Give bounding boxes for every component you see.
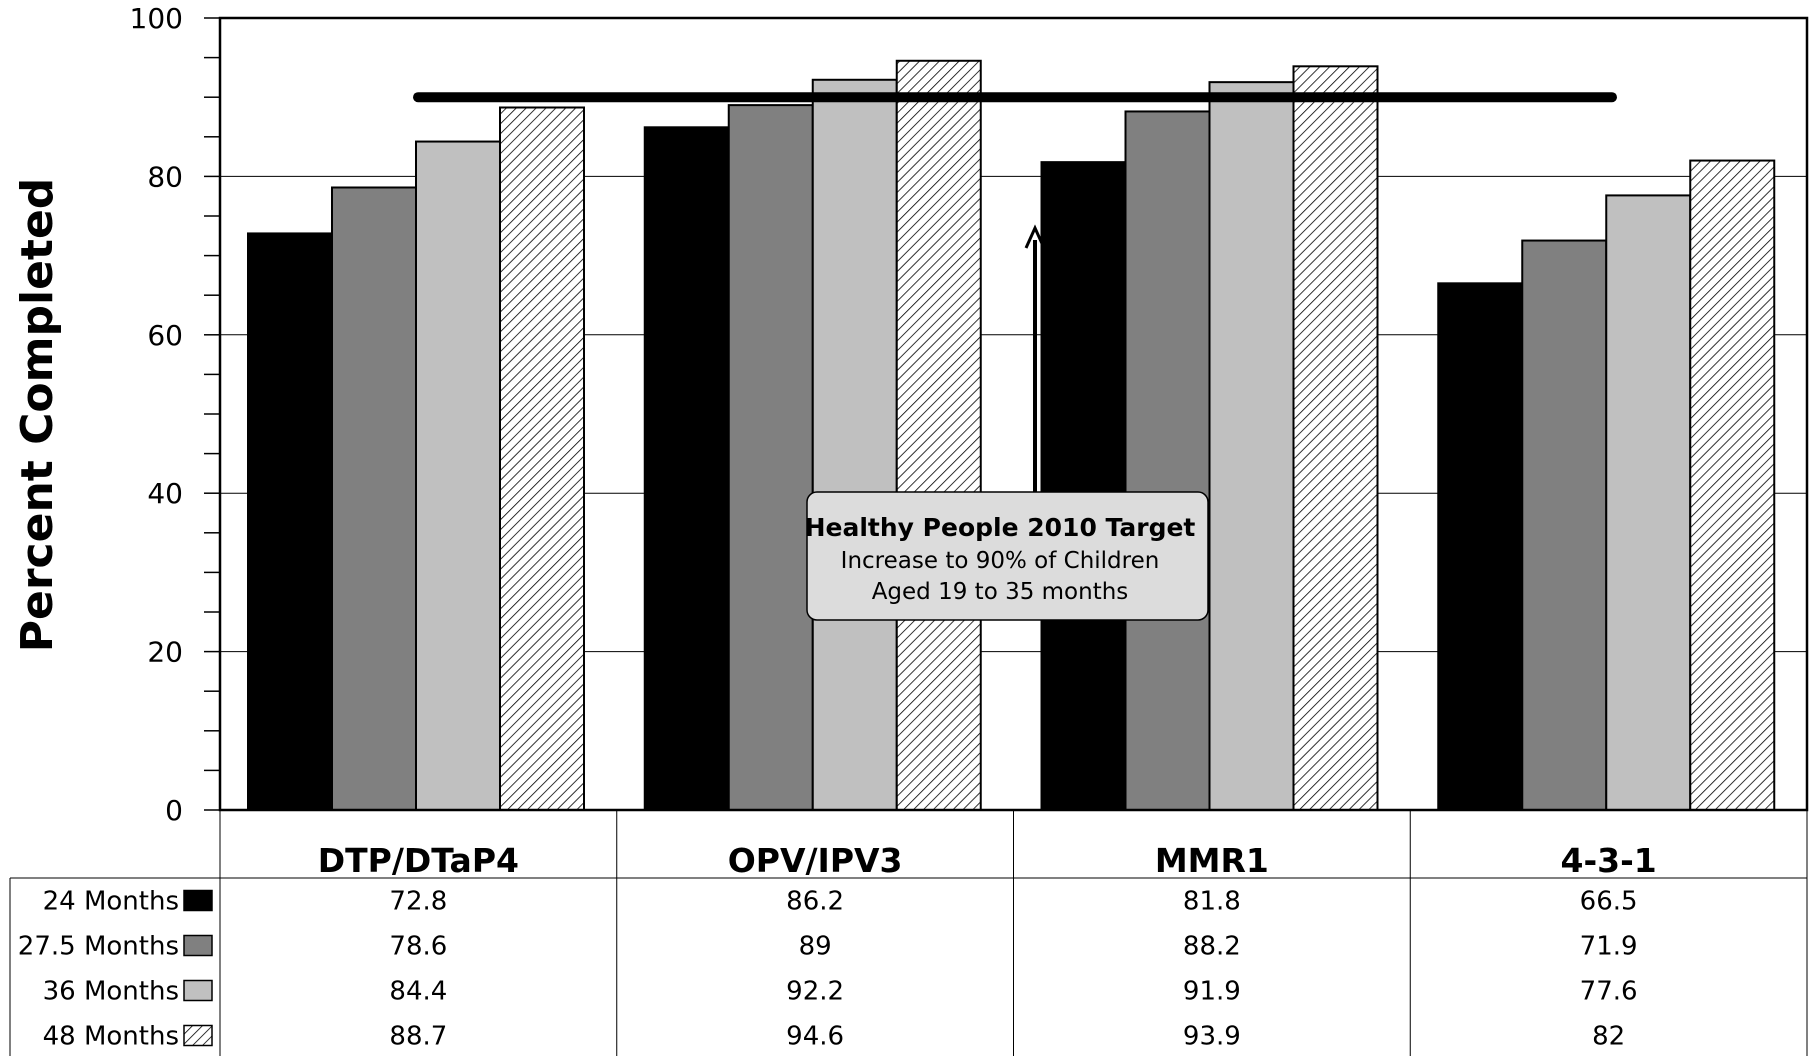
legend-row-label: 27.5 Months: [18, 932, 179, 962]
y-tick-label: 60: [147, 319, 183, 352]
bar-24-months-2: [643, 126, 730, 811]
legend-swatch: [183, 979, 213, 1002]
y-axis-title: Percent Completed: [12, 178, 63, 653]
y-axis: 0 20 40 60 80 100 Percent Completed: [12, 2, 220, 827]
bar-27-5-months-4: [1521, 239, 1608, 811]
data-table: DTP/DTaP4 OPV/IPV3 MMR1 4-3-1 24 Months 72.8 8…: [9, 810, 1808, 1056]
y-tick-label: 40: [147, 477, 183, 510]
annotation-group: Healthy People 2010 Target Increase to 90…: [805, 224, 1209, 621]
table-cell: 81.8: [1183, 887, 1241, 917]
y-tick-label: 100: [130, 2, 183, 35]
annotation-line-1: Increase to 90% of Children: [841, 548, 1160, 574]
legend-row-label: 48 Months: [43, 1022, 179, 1052]
legend-swatch: [183, 889, 213, 912]
table-cell: 71.9: [1580, 932, 1638, 962]
table-cell: 77.6: [1580, 977, 1638, 1007]
bar-48-months-1: [499, 106, 585, 812]
bar-24-months-3: [1040, 161, 1127, 812]
table-cell: 88.7: [389, 1022, 447, 1052]
bar-36-months-4: [1605, 194, 1692, 811]
table-cell: 82: [1592, 1022, 1625, 1052]
annotation-title: Healthy People 2010 Target: [805, 513, 1196, 542]
y-tick-label: 80: [147, 160, 183, 193]
arrow-head-icon: [1024, 224, 1046, 249]
legend-swatch: [183, 934, 213, 957]
category-label: MMR1: [1155, 841, 1269, 880]
bar-36-months-1: [415, 140, 501, 811]
legend-swatch: [183, 1024, 213, 1047]
table-cell: 72.8: [389, 887, 447, 917]
bar-48-months-2: [895, 59, 982, 811]
bar-36-months-2: [811, 78, 898, 811]
table-cell: 91.9: [1183, 977, 1241, 1007]
table-cell: 66.5: [1580, 887, 1638, 917]
legend-row-label: 36 Months: [43, 977, 179, 1007]
annotation-box: [806, 491, 1209, 621]
table-cell: 92.2: [786, 977, 844, 1007]
table-cell: 89: [799, 932, 832, 962]
table-cell: 88.2: [1183, 932, 1241, 962]
y-tick-label: 0: [165, 794, 183, 827]
y-tick-label: 20: [147, 636, 183, 669]
bars-group: [247, 59, 1776, 812]
bar-24-months-1: [247, 232, 333, 811]
bar-24-months-4: [1437, 282, 1524, 811]
bar-27-5-months-3: [1124, 110, 1211, 812]
category-label: 4-3-1: [1560, 841, 1656, 880]
bar-27-5-months-1: [331, 186, 417, 812]
legend-row-label: 24 Months: [43, 887, 179, 917]
table-cell: 94.6: [786, 1022, 844, 1052]
table-cell: 93.9: [1183, 1022, 1241, 1052]
category-label: OPV/IPV3: [728, 841, 903, 880]
category-label: DTP/DTaP4: [318, 841, 519, 880]
table-cell: 84.4: [389, 977, 447, 1007]
table-cell: 86.2: [786, 887, 844, 917]
annotation-line-2: Aged 19 to 35 months: [872, 579, 1129, 605]
bar-48-months-4: [1689, 159, 1776, 811]
bar-36-months-3: [1208, 81, 1295, 812]
bar-48-months-3: [1292, 65, 1379, 811]
bar-27-5-months-2: [727, 104, 814, 812]
table-cell: 78.6: [389, 932, 447, 962]
